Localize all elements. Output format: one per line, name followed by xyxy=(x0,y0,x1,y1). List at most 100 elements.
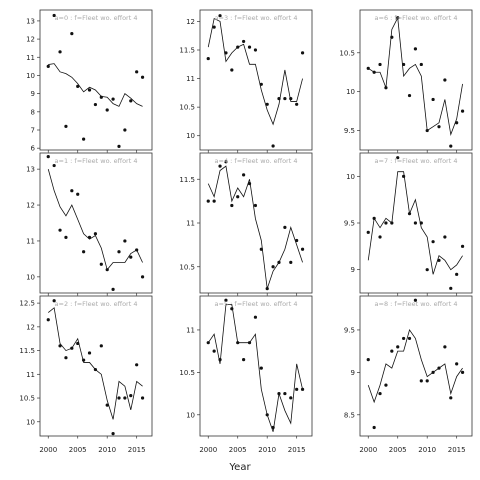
fit-line xyxy=(207,165,303,289)
obs-point xyxy=(283,96,287,101)
panel-frame xyxy=(39,295,153,437)
obs-point xyxy=(460,244,465,248)
obs-point xyxy=(58,344,62,348)
obs-point xyxy=(419,62,423,67)
obs-point xyxy=(277,96,281,101)
x-tick-label: 2005 xyxy=(229,446,247,454)
obs-point xyxy=(378,235,382,239)
obs-point xyxy=(396,156,400,160)
obs-point xyxy=(82,250,86,254)
obs-point xyxy=(295,387,299,391)
obs-point xyxy=(129,99,133,103)
obs-point xyxy=(300,387,305,391)
obs-point xyxy=(218,14,222,18)
obs-point xyxy=(123,128,127,132)
obs-point xyxy=(99,262,103,266)
y-tick-label: 12 xyxy=(26,202,35,210)
obs-point xyxy=(218,358,222,362)
y-tick-label: 10.5 xyxy=(179,369,195,377)
panel-frame xyxy=(199,152,313,294)
obs-point xyxy=(437,258,441,262)
obs-point xyxy=(64,235,68,239)
obs-point xyxy=(76,192,80,196)
obs-point xyxy=(289,260,293,264)
panel-title: a=7 : f=Fleet wo. effort 4 xyxy=(375,157,458,165)
panel-frame xyxy=(199,295,313,437)
x-tick-label: 2010 xyxy=(258,446,276,454)
panel: a=7 : f=Fleet wo. effort 4 9 9.5 10 xyxy=(344,152,473,296)
panel-title: a=5 : f=Fleet wo. effort 4 xyxy=(215,300,298,308)
obs-point xyxy=(58,50,62,54)
obs-point xyxy=(82,137,86,141)
y-tick-label: 10 xyxy=(26,72,35,80)
obs-point xyxy=(117,250,121,254)
obs-point xyxy=(52,163,56,168)
obs-point xyxy=(419,221,423,225)
obs-point xyxy=(407,212,412,216)
fit-line xyxy=(47,169,143,271)
y-tick-label: 6 xyxy=(31,145,36,153)
panel-frame xyxy=(39,152,153,294)
y-tick-label: 9 xyxy=(31,90,35,98)
panel-title: a=3 : f=Fleet wo. effort 4 xyxy=(215,14,298,22)
obs-point xyxy=(402,62,406,67)
obs-point xyxy=(46,64,50,68)
y-tick-label: 9 xyxy=(351,266,355,274)
y-tick-label: 10.5 xyxy=(19,395,35,403)
obs-point xyxy=(206,199,210,203)
panel: a=3 : f=Fleet wo. effort 4 10 10.5 11 11.5 12 xyxy=(179,9,313,153)
obs-point xyxy=(236,45,240,49)
y-tick-label: 13 xyxy=(26,166,35,174)
obs-point xyxy=(247,45,252,49)
obs-point xyxy=(76,341,80,346)
obs-point xyxy=(93,232,98,236)
obs-point xyxy=(413,298,418,302)
obs-point xyxy=(372,70,376,74)
obs-point xyxy=(218,164,222,168)
obs-point xyxy=(431,240,435,244)
obs-point xyxy=(431,97,435,102)
obs-point xyxy=(105,403,109,407)
fit-line xyxy=(368,16,463,136)
obs-point xyxy=(390,35,394,39)
fit-line xyxy=(47,307,143,420)
panel: a=1 : f=Fleet wo. effort 4 10 11 12 13 xyxy=(26,152,153,296)
obs-point xyxy=(449,286,453,290)
obs-point xyxy=(407,336,412,341)
obs-point xyxy=(460,370,465,374)
obs-point xyxy=(413,47,418,51)
obs-point xyxy=(70,189,74,193)
y-tick-label: 11 xyxy=(26,237,35,245)
obs-point xyxy=(295,238,299,243)
panel: a=6 : f=Fleet wo. effort 4 9.5 10 10.5 xyxy=(339,9,473,153)
obs-point xyxy=(76,84,80,88)
obs-point xyxy=(265,413,269,417)
obs-point xyxy=(111,97,115,101)
panel: a=5 : f=Fleet wo. effort 4 10 10.5 11 xyxy=(179,295,313,439)
y-tick-label: 10 xyxy=(346,173,355,181)
obs-point xyxy=(206,341,210,345)
obs-point xyxy=(259,366,263,370)
obs-point xyxy=(230,307,234,311)
obs-point xyxy=(123,239,127,243)
obs-point xyxy=(378,62,382,67)
obs-point xyxy=(93,102,98,107)
obs-point xyxy=(93,367,98,372)
obs-point xyxy=(87,351,92,355)
x-tick-label: 2015 xyxy=(128,446,146,454)
y-tick-label: 10.5 xyxy=(179,104,195,112)
y-tick-label: 8 xyxy=(31,108,35,116)
y-tick-label: 10 xyxy=(26,273,35,281)
x-tick-label: 2000 xyxy=(359,446,377,454)
obs-point xyxy=(300,51,305,55)
obs-point xyxy=(372,425,376,430)
y-tick-label: 12 xyxy=(186,18,195,26)
obs-point xyxy=(271,425,275,430)
x-axis-label: Year xyxy=(228,462,251,473)
y-tick-label: 12 xyxy=(26,36,35,44)
y-tick-label: 9 xyxy=(351,369,355,377)
obs-point xyxy=(449,396,453,400)
obs-point xyxy=(402,336,406,341)
